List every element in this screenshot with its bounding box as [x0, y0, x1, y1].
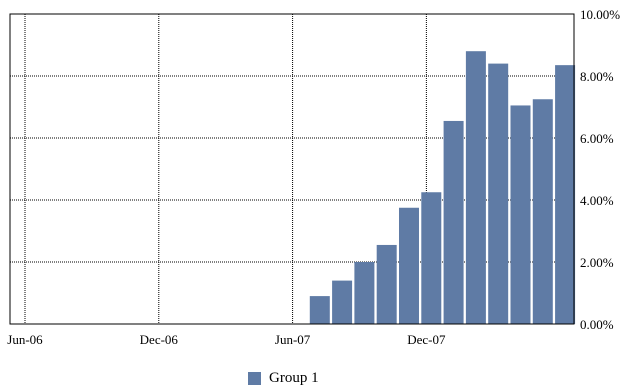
- bar-nov-07: [398, 207, 419, 324]
- bar-oct-07: [376, 244, 397, 324]
- y-tick-label: 0.00%: [580, 317, 614, 332]
- bar-feb-08: [465, 51, 486, 324]
- bar-dec-07: [421, 192, 442, 324]
- bar-apr-08: [510, 105, 531, 324]
- x-tick-label: Jun-06: [7, 332, 43, 347]
- bar-aug-07: [332, 280, 353, 324]
- legend-swatch: [248, 372, 261, 385]
- y-tick-label: 2.00%: [580, 255, 614, 270]
- y-tick-label: 10.00%: [580, 7, 620, 22]
- x-axis-tick-labels: Jun-06 Dec-06 Jun-07 Dec-07: [7, 332, 446, 347]
- legend: Group 1: [248, 370, 319, 387]
- plot-area-border: [9, 13, 575, 325]
- bar-series: [309, 51, 576, 325]
- bar-mar-08: [488, 63, 509, 324]
- x-tick-label: Jun-07: [275, 332, 311, 347]
- y-tick-label: 4.00%: [580, 193, 614, 208]
- bar-jun-08: [555, 65, 576, 325]
- bar-sep-07: [354, 262, 375, 324]
- bar-jan-08: [443, 120, 464, 324]
- y-tick-label: 8.00%: [580, 69, 614, 84]
- bar-jul-07: [309, 296, 330, 324]
- legend-label: Group 1: [269, 370, 319, 386]
- x-tick-label: Dec-07: [407, 332, 446, 347]
- y-axis-tick-labels: 0.00% 2.00% 4.00% 6.00% 8.00% 10.00%: [580, 7, 620, 332]
- y-tick-label: 6.00%: [580, 131, 614, 146]
- x-tick-label: Dec-06: [140, 332, 179, 347]
- bar-may-08: [532, 99, 553, 324]
